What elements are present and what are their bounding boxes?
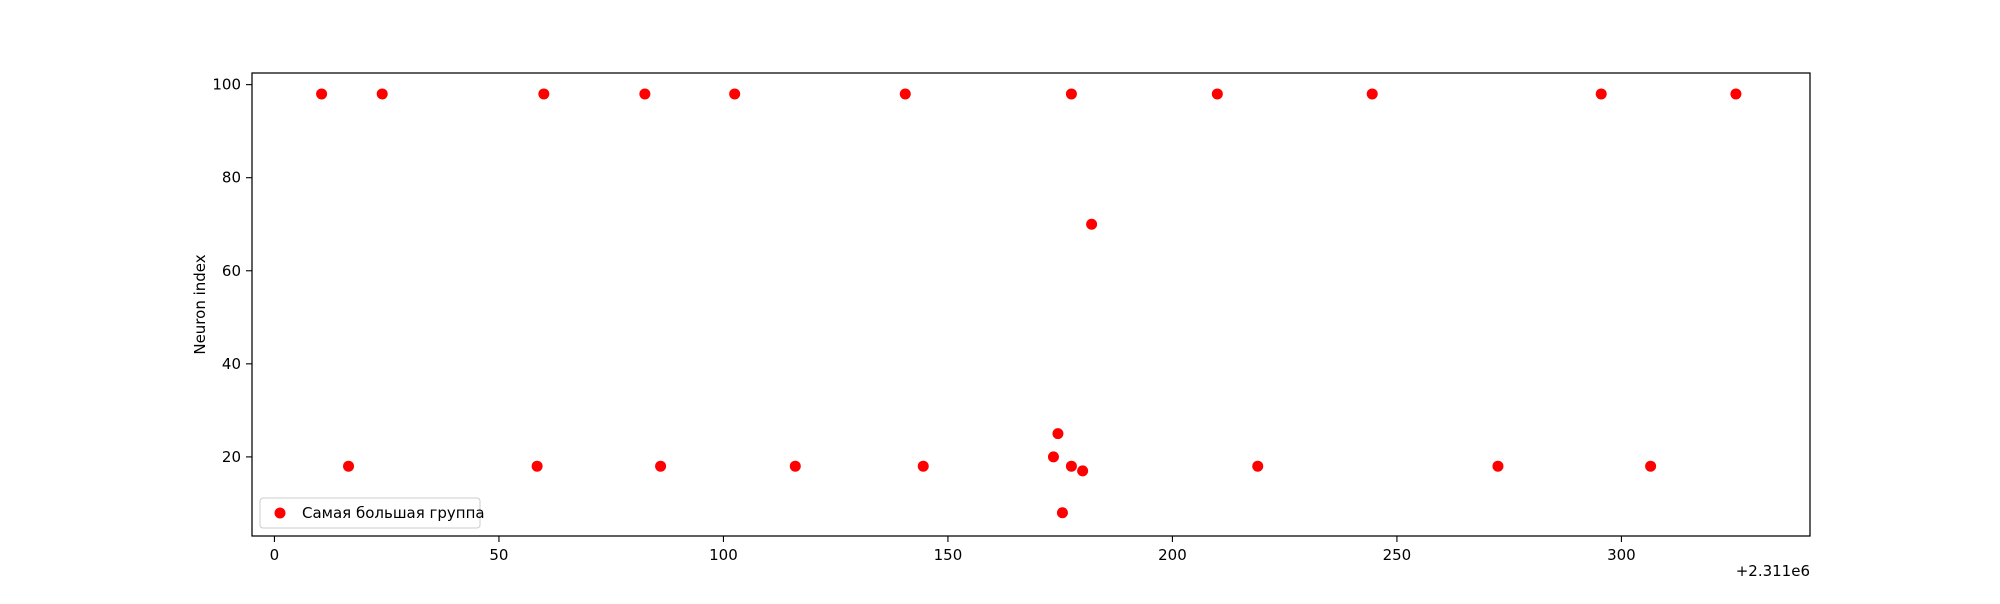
legend-marker xyxy=(274,507,286,519)
data-point xyxy=(1056,507,1068,519)
data-point xyxy=(1086,218,1098,230)
data-point xyxy=(1065,460,1077,472)
legend: Самая большая группа xyxy=(259,497,485,529)
data-point xyxy=(1492,460,1504,472)
y-tick-label: 60 xyxy=(222,262,241,280)
x-axis-ticks: 0 50 100 150 200 250 300 xyxy=(270,536,1636,564)
x-tick-label: 250 xyxy=(1383,546,1412,564)
data-point xyxy=(343,460,355,472)
data-points xyxy=(316,88,1742,519)
data-point xyxy=(1730,88,1742,100)
y-tick-label: 20 xyxy=(222,448,241,466)
data-point xyxy=(1595,88,1607,100)
legend-label: Самая большая группа xyxy=(302,504,485,522)
legend-box xyxy=(259,497,481,529)
data-point xyxy=(538,88,550,100)
x-tick-label: 150 xyxy=(934,546,963,564)
data-point xyxy=(789,460,801,472)
data-point xyxy=(899,88,911,100)
data-point xyxy=(729,88,741,100)
data-point xyxy=(1645,460,1657,472)
y-tick-label: 100 xyxy=(212,76,241,94)
data-point xyxy=(376,88,388,100)
data-point xyxy=(1077,465,1089,477)
data-point xyxy=(316,88,328,100)
x-tick-label: 300 xyxy=(1607,546,1636,564)
data-point xyxy=(1366,88,1378,100)
x-axis-offset-label: +2.311e6 xyxy=(1736,562,1810,580)
data-point xyxy=(1252,460,1264,472)
x-tick-label: 50 xyxy=(489,546,508,564)
y-axis-label: Neuron index xyxy=(191,254,209,354)
data-point xyxy=(1047,451,1059,463)
y-tick-label: 40 xyxy=(222,355,241,373)
x-tick-label: 0 xyxy=(270,546,280,564)
data-point xyxy=(917,460,929,472)
data-point xyxy=(1211,88,1223,100)
plot-area-frame xyxy=(251,72,1811,537)
data-point xyxy=(531,460,543,472)
y-tick-label: 80 xyxy=(222,169,241,187)
data-point xyxy=(639,88,651,100)
data-point xyxy=(655,460,667,472)
x-tick-label: 200 xyxy=(1158,546,1187,564)
data-point xyxy=(1065,88,1077,100)
x-tick-label: 100 xyxy=(709,546,738,564)
data-point xyxy=(1052,428,1064,440)
y-axis-ticks: 20 40 60 80 100 xyxy=(212,76,252,466)
